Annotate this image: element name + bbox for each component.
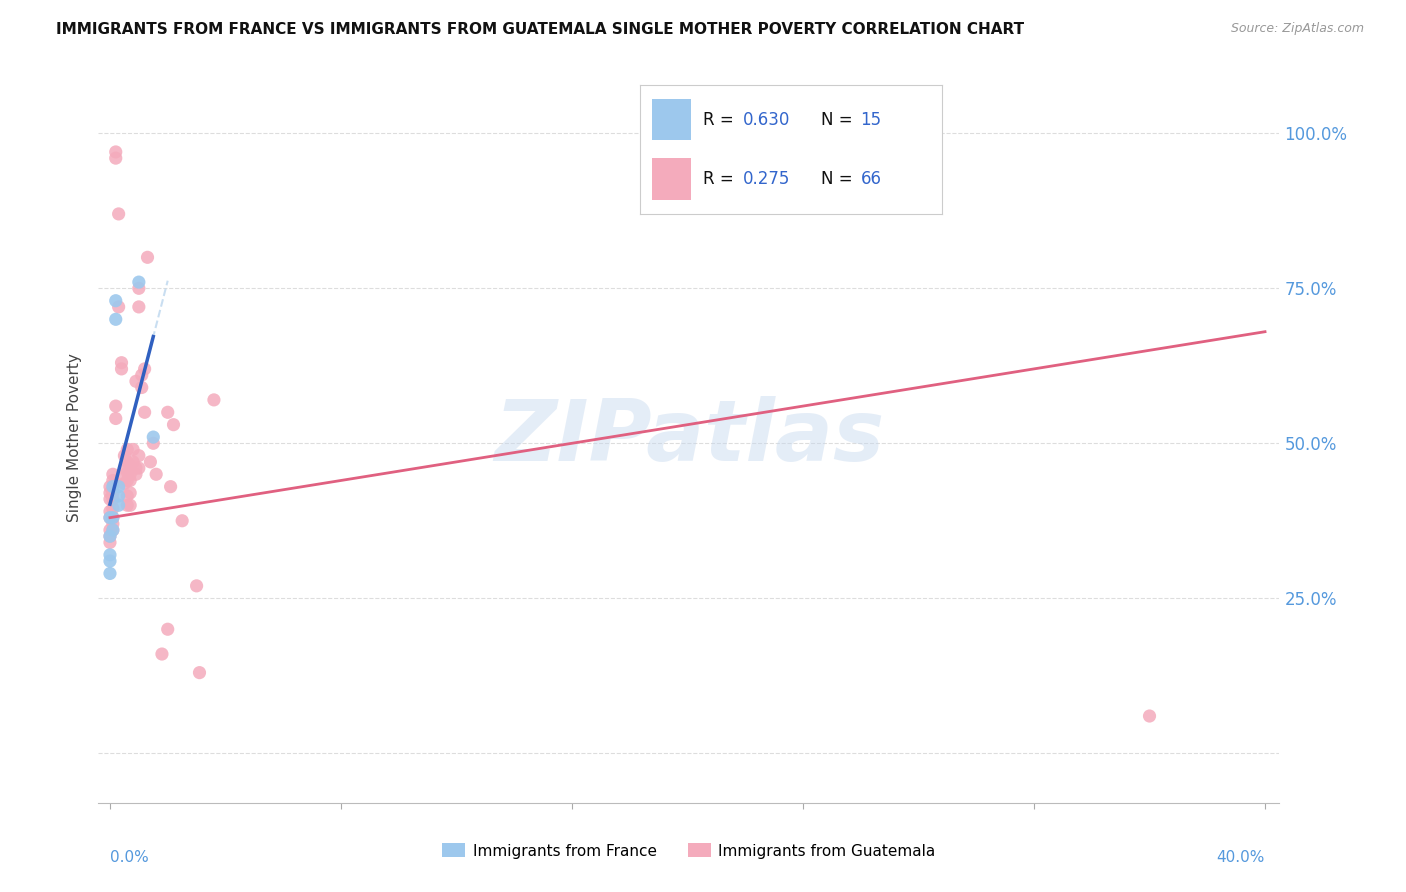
Point <box>112 449 135 463</box>
Point <box>101 510 124 524</box>
Text: 0.630: 0.630 <box>742 111 790 128</box>
Point <box>139 455 162 469</box>
Point <box>98 554 121 568</box>
Point <box>110 362 132 376</box>
Point <box>117 442 139 457</box>
Point <box>104 312 127 326</box>
Point <box>112 476 135 491</box>
Text: R =: R = <box>703 111 740 128</box>
Point <box>104 411 127 425</box>
Point <box>128 461 150 475</box>
Point <box>134 405 156 419</box>
Point <box>98 529 121 543</box>
Point <box>101 501 124 516</box>
Point <box>107 480 129 494</box>
Point <box>120 474 142 488</box>
Point <box>1139 709 1161 723</box>
Point <box>98 566 121 581</box>
Point <box>101 516 124 531</box>
Text: ZIPatlas: ZIPatlas <box>494 395 884 479</box>
Point <box>110 356 132 370</box>
Point <box>98 491 121 506</box>
Point <box>125 374 148 388</box>
Point <box>98 510 121 524</box>
Text: IMMIGRANTS FROM FRANCE VS IMMIGRANTS FROM GUATEMALA SINGLE MOTHER POVERTY CORREL: IMMIGRANTS FROM FRANCE VS IMMIGRANTS FRO… <box>56 22 1025 37</box>
Point <box>122 442 145 457</box>
Point <box>172 514 194 528</box>
Point <box>128 449 150 463</box>
Point <box>120 486 142 500</box>
Text: 0.0%: 0.0% <box>110 850 149 865</box>
Point <box>120 467 142 482</box>
Point <box>101 486 124 500</box>
Point <box>128 281 150 295</box>
Point <box>131 380 153 394</box>
Point <box>101 523 124 537</box>
Point <box>107 207 129 221</box>
Point <box>128 300 150 314</box>
Text: 40.0%: 40.0% <box>1216 850 1265 865</box>
Point <box>98 480 121 494</box>
Point <box>104 293 127 308</box>
Text: Source: ZipAtlas.com: Source: ZipAtlas.com <box>1230 22 1364 36</box>
Point <box>117 474 139 488</box>
Point <box>107 489 129 503</box>
Point <box>156 405 179 419</box>
Point <box>125 467 148 482</box>
Point <box>134 362 156 376</box>
Point <box>202 392 225 407</box>
Y-axis label: Single Mother Poverty: Single Mother Poverty <box>67 352 83 522</box>
Point <box>101 510 124 524</box>
Point <box>98 486 121 500</box>
Point <box>104 145 127 159</box>
Point <box>159 480 181 494</box>
Point <box>98 535 121 549</box>
Point <box>101 491 124 506</box>
Point <box>98 529 121 543</box>
Point <box>145 467 167 482</box>
Point <box>98 523 121 537</box>
Point <box>120 498 142 512</box>
Point <box>142 436 165 450</box>
Bar <box>652 99 692 140</box>
Point <box>101 480 124 494</box>
Point <box>128 275 150 289</box>
Point <box>98 548 121 562</box>
Point <box>101 474 124 488</box>
Point <box>117 455 139 469</box>
Point <box>122 455 145 469</box>
Bar <box>652 159 692 200</box>
Point <box>107 498 129 512</box>
Text: N =: N = <box>821 170 858 188</box>
Point <box>98 504 121 518</box>
Text: 15: 15 <box>860 111 882 128</box>
Point <box>125 461 148 475</box>
Text: R =: R = <box>703 170 740 188</box>
Point <box>117 498 139 512</box>
Point <box>117 466 139 480</box>
Point <box>162 417 184 432</box>
Point <box>101 467 124 482</box>
Point <box>104 399 127 413</box>
Point <box>136 250 159 264</box>
Point <box>112 470 135 484</box>
Point <box>131 368 153 383</box>
Point <box>107 300 129 314</box>
Text: N =: N = <box>821 111 858 128</box>
Point <box>117 489 139 503</box>
Point <box>112 461 135 475</box>
Legend: Immigrants from France, Immigrants from Guatemala: Immigrants from France, Immigrants from … <box>436 838 942 864</box>
Text: 66: 66 <box>860 170 882 188</box>
Text: 0.275: 0.275 <box>742 170 790 188</box>
Point <box>104 151 127 165</box>
Point <box>98 510 121 524</box>
Point <box>150 647 173 661</box>
Point <box>186 579 208 593</box>
Point <box>142 430 165 444</box>
Point <box>188 665 211 680</box>
Point <box>156 622 179 636</box>
Point <box>120 458 142 472</box>
Point <box>101 523 124 537</box>
